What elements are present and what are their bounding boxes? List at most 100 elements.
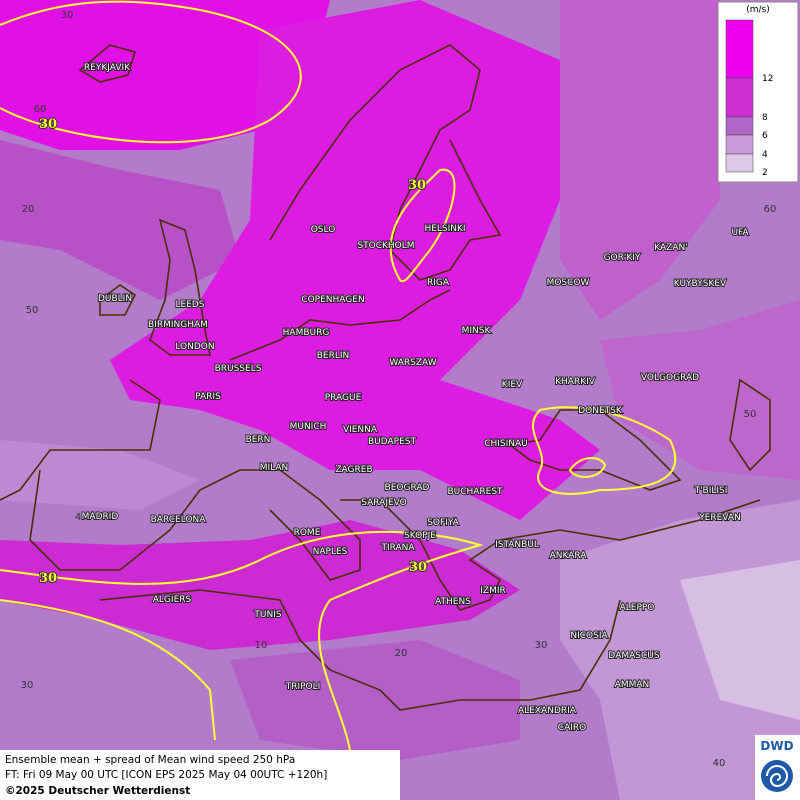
city-label: SOFIYA [427,518,459,528]
city-label: DONETSK [578,406,623,416]
city-label: SKOPJE [404,531,436,541]
graticule-label: 4 [75,512,81,523]
city-label: VIENNA [343,425,378,435]
city-label: ROME [294,528,321,538]
city-label: ATHENS [435,597,471,607]
city-label: MOSCOW [547,278,590,288]
city-label: RIGA [427,278,450,288]
graticule-label: 40 [713,758,726,769]
contour-labels: 30 30 30 30 [38,116,428,587]
graticule-labels: 30 60 20 50 4 10 20 30 60 50 40 30 [21,10,777,769]
city-label: CHISINAU [484,439,528,449]
logo-text: DWD [760,739,793,753]
city-label: BIRMINGHAM [148,320,208,330]
logo-icon [761,760,793,792]
city-label: TRIPOLI [285,682,321,692]
city-label: DUBLIN [98,294,132,304]
city-label: BEOGRAD [385,483,430,493]
legend-tick-label: 4 [762,150,768,160]
city-label: REYKJAVIK [84,63,131,73]
contour-label: 30 [408,178,426,193]
city-label: STOCKHOLM [357,241,414,251]
footer-forecast: FT: Fri 09 May 00 UTC [ICON EPS 2025 May… [5,769,327,781]
city-label: UFA [731,228,749,238]
city-label: BUCHAREST [447,487,503,497]
city-label: SARAJEVO [361,498,407,508]
city-label: KUYBYSKEV [674,279,727,289]
graticule-label: 20 [395,648,408,659]
city-label: NAPLES [313,547,348,557]
city-label: MILAN [260,463,289,473]
city-label: KIEV [502,380,523,390]
city-label: WARSZAW [389,358,436,368]
city-label: ANKARA [550,551,588,561]
footer-copyright: ©2025 Deutscher Wetterdienst [5,785,190,797]
dwd-logo: DWD [755,735,800,800]
city-label: T'BILISI [694,486,728,496]
city-label: BUDAPEST [368,437,417,447]
legend-band [725,134,754,155]
city-label: GOR'KIY [604,253,641,263]
city-label: ISTANBUL [495,540,539,550]
city-label: PRAGUE [325,393,362,403]
footer-title: Ensemble mean + spread of Mean wind spee… [5,754,295,766]
city-label: HAMBURG [283,328,330,338]
city-label: HELSINKI [424,224,465,234]
city-label: DAMASCUS [608,651,659,661]
legend-band [725,77,754,118]
legend-unit: (m/s) [746,5,770,15]
city-label: BERN [246,435,271,445]
city-label: COPENHAGEN [301,295,364,305]
legend-band [725,116,754,136]
city-label: MADRID [82,512,119,522]
graticule-label: 50 [26,305,39,316]
coastlines [0,44,771,711]
graticule-label: 60 [764,204,777,215]
city-label: LEEDS [175,300,204,310]
city-label: BARCELONA [151,515,207,525]
graticule-label: 50 [744,409,757,420]
city-label: ZAGREB [335,465,372,475]
city-labels: REYKJAVIK OSLO STOCKHOLM HELSINKI RIGA MOSCOW… [81,62,751,734]
city-label: BRUSSELS [215,364,262,374]
footer-box [0,750,400,800]
legend-band [725,19,754,79]
city-label: VOLGOGRAD [641,373,699,383]
city-label: ALGIERS [153,595,192,605]
graticule-label: 30 [21,680,34,691]
city-label: MINSK [462,326,492,336]
legend: (m/s) 2 4 6 8 12 [717,1,799,183]
city-label: TIRANA [380,543,415,553]
graticule-label: 20 [22,204,35,215]
city-label: YEREVAN [698,513,741,523]
legend-band [725,153,754,173]
legend-tick-label: 6 [762,131,768,141]
legend-tick-label: 12 [762,74,773,84]
city-label: ALEPPO [620,603,655,613]
city-label: AMMAN [615,680,650,690]
logo-swirl [766,765,788,788]
footer: Ensemble mean + spread of Mean wind spee… [0,750,400,800]
graticule-label: 30 [535,640,548,651]
contour-label: 30 [409,560,427,575]
graticule-label: 10 [255,640,268,651]
city-label: KHARKIV [555,377,596,387]
city-label: NICOSIA [570,631,608,641]
contour-30 [0,0,677,751]
city-label: LONDON [175,342,214,352]
city-label: CAIRO [558,723,586,733]
contour-label: 30 [39,117,57,132]
city-label: PARIS [195,392,221,402]
city-label: ALEXANDRIA [518,706,577,716]
contour-label: 30 [39,571,57,586]
graticule-label: 60 [34,104,47,115]
legend-tick-label: 8 [762,113,768,123]
city-label: BERLIN [317,351,350,361]
city-label: TUNIS [253,610,281,620]
city-label: OSLO [311,225,336,235]
city-label: IZMIR [480,586,506,596]
graticule-label: 30 [61,10,74,21]
city-label: MUNICH [290,422,327,432]
